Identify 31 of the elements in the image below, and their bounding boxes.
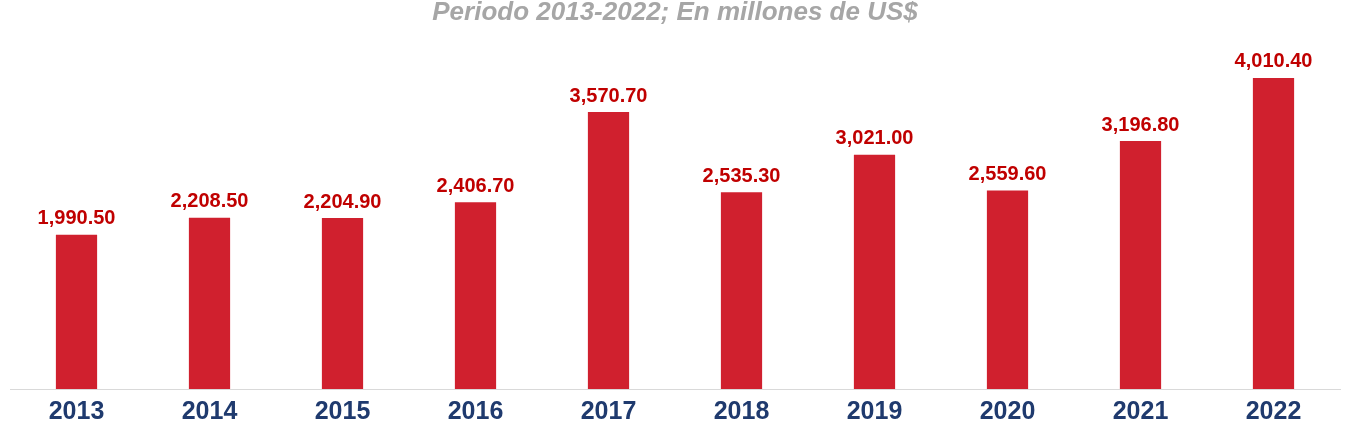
bar [986, 190, 1029, 389]
x-tick-label: 2022 [1245, 395, 1302, 424]
data-label: 2,208.50 [170, 189, 249, 212]
data-label: 3,196.80 [1101, 112, 1180, 135]
data-label: 4,010.40 [1234, 49, 1313, 72]
data-label: 1,990.50 [37, 206, 116, 229]
bar [853, 154, 896, 389]
x-tick-label: 2018 [713, 395, 770, 424]
data-label: 2,204.90 [303, 189, 382, 212]
bar [188, 217, 231, 389]
x-tick-label: 2016 [447, 395, 504, 424]
data-label: 2,559.60 [968, 162, 1047, 184]
x-tick-label: 2020 [979, 395, 1036, 424]
bar [55, 234, 98, 389]
data-label: 3,570.70 [569, 83, 648, 106]
data-label: 2,406.70 [436, 173, 515, 196]
bar [1119, 141, 1162, 389]
bar [587, 112, 630, 389]
bar [454, 202, 497, 389]
data-label: 2,535.30 [702, 163, 781, 186]
x-tick-label: 2021 [1112, 395, 1169, 424]
chart-title: Periodo 2013-2022; En millones de US$ [431, 0, 919, 27]
x-tick-label: 2015 [314, 395, 371, 424]
x-tick-label: 2017 [580, 395, 637, 424]
x-tick-label: 2014 [181, 395, 238, 424]
x-tick-label: 2013 [48, 395, 105, 424]
bar [321, 218, 364, 389]
bar [720, 192, 763, 389]
data-label: 3,021.00 [835, 126, 914, 149]
x-tick-label: 2019 [846, 395, 903, 424]
bar [1252, 77, 1295, 389]
